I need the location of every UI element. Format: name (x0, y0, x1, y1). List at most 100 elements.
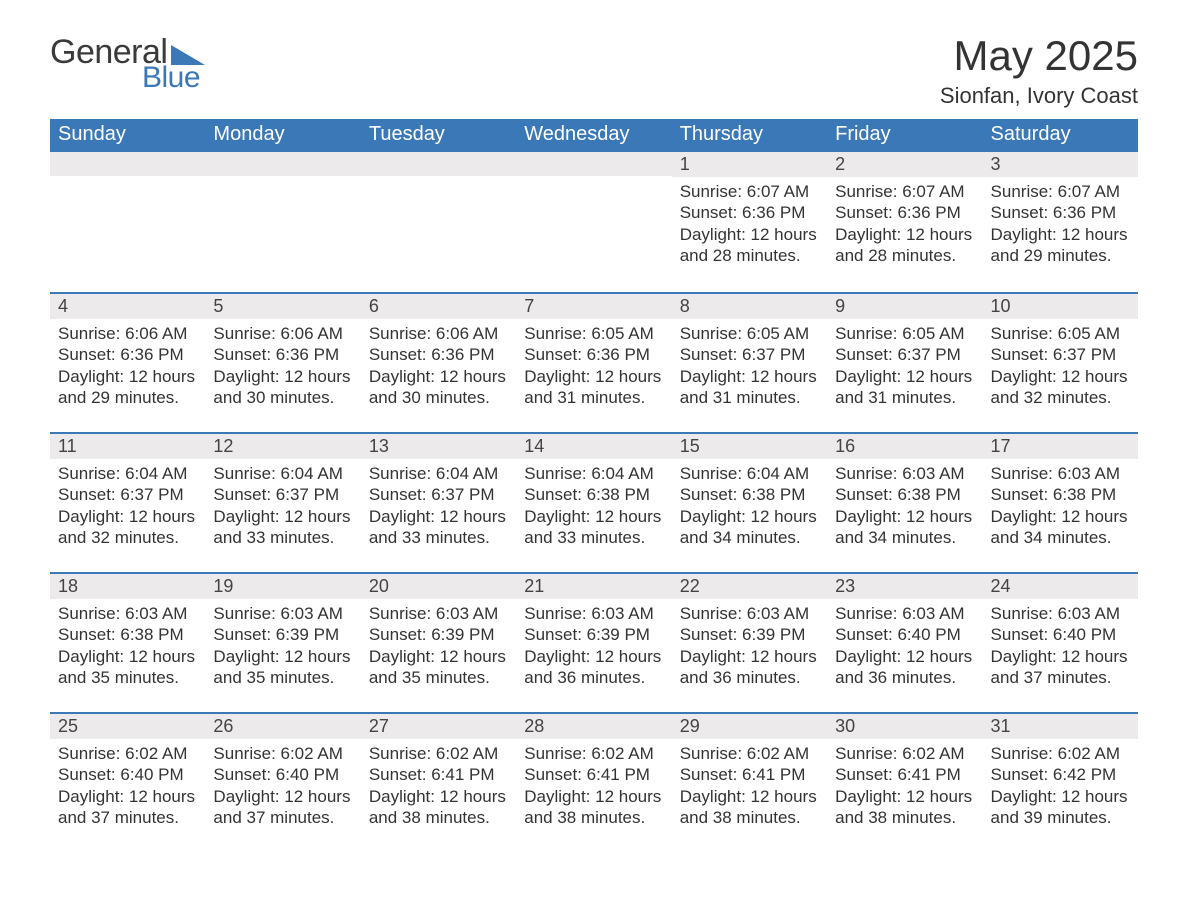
calendar-day-cell: 19Sunrise: 6:03 AMSunset: 6:39 PMDayligh… (205, 572, 360, 712)
day-number: 3 (983, 152, 1138, 177)
calendar-day-cell: 1Sunrise: 6:07 AMSunset: 6:36 PMDaylight… (672, 152, 827, 292)
day-details: Sunrise: 6:07 AMSunset: 6:36 PMDaylight:… (983, 177, 1138, 272)
sunset-text: Sunset: 6:37 PM (835, 344, 974, 365)
sunset-text: Sunset: 6:38 PM (835, 484, 974, 505)
day-number: 30 (827, 712, 982, 739)
sunset-text: Sunset: 6:39 PM (369, 624, 508, 645)
sunset-text: Sunset: 6:41 PM (524, 764, 663, 785)
empty-day (516, 152, 671, 176)
sunrise-text: Sunrise: 6:07 AM (835, 181, 974, 202)
daylight-text: Daylight: 12 hours and 30 minutes. (213, 366, 352, 409)
day-number: 2 (827, 152, 982, 177)
calendar-day-cell (205, 152, 360, 292)
weekday-header: Thursday (672, 119, 827, 152)
calendar-day-cell: 24Sunrise: 6:03 AMSunset: 6:40 PMDayligh… (983, 572, 1138, 712)
empty-day (205, 152, 360, 176)
day-details: Sunrise: 6:05 AMSunset: 6:37 PMDaylight:… (827, 319, 982, 414)
sunrise-text: Sunrise: 6:02 AM (680, 743, 819, 764)
day-details: Sunrise: 6:06 AMSunset: 6:36 PMDaylight:… (361, 319, 516, 414)
sunrise-text: Sunrise: 6:03 AM (58, 603, 197, 624)
empty-day (50, 152, 205, 176)
daylight-text: Daylight: 12 hours and 32 minutes. (58, 506, 197, 549)
day-details: Sunrise: 6:02 AMSunset: 6:41 PMDaylight:… (672, 739, 827, 834)
day-number: 10 (983, 292, 1138, 319)
sunset-text: Sunset: 6:39 PM (524, 624, 663, 645)
sunset-text: Sunset: 6:36 PM (369, 344, 508, 365)
sunrise-text: Sunrise: 6:05 AM (524, 323, 663, 344)
weekday-header: Tuesday (361, 119, 516, 152)
location-label: Sionfan, Ivory Coast (940, 83, 1138, 109)
calendar-week-row: 11Sunrise: 6:04 AMSunset: 6:37 PMDayligh… (50, 432, 1138, 572)
calendar-day-cell: 21Sunrise: 6:03 AMSunset: 6:39 PMDayligh… (516, 572, 671, 712)
calendar-body: 1Sunrise: 6:07 AMSunset: 6:36 PMDaylight… (50, 152, 1138, 852)
sunrise-text: Sunrise: 6:07 AM (991, 181, 1130, 202)
calendar-day-cell (516, 152, 671, 292)
day-number: 15 (672, 432, 827, 459)
sunrise-text: Sunrise: 6:06 AM (369, 323, 508, 344)
month-title: May 2025 (940, 35, 1138, 77)
calendar-day-cell: 3Sunrise: 6:07 AMSunset: 6:36 PMDaylight… (983, 152, 1138, 292)
day-details: Sunrise: 6:06 AMSunset: 6:36 PMDaylight:… (205, 319, 360, 414)
sunrise-text: Sunrise: 6:05 AM (991, 323, 1130, 344)
sunrise-text: Sunrise: 6:03 AM (835, 603, 974, 624)
calendar-day-cell (361, 152, 516, 292)
day-number: 9 (827, 292, 982, 319)
calendar-week-row: 4Sunrise: 6:06 AMSunset: 6:36 PMDaylight… (50, 292, 1138, 432)
sunrise-text: Sunrise: 6:03 AM (680, 603, 819, 624)
day-details: Sunrise: 6:02 AMSunset: 6:41 PMDaylight:… (516, 739, 671, 834)
sunset-text: Sunset: 6:40 PM (835, 624, 974, 645)
day-number: 1 (672, 152, 827, 177)
day-details: Sunrise: 6:03 AMSunset: 6:39 PMDaylight:… (205, 599, 360, 694)
daylight-text: Daylight: 12 hours and 35 minutes. (58, 646, 197, 689)
day-number: 13 (361, 432, 516, 459)
day-number: 6 (361, 292, 516, 319)
calendar-day-cell: 29Sunrise: 6:02 AMSunset: 6:41 PMDayligh… (672, 712, 827, 852)
sunset-text: Sunset: 6:38 PM (991, 484, 1130, 505)
day-number: 17 (983, 432, 1138, 459)
daylight-text: Daylight: 12 hours and 37 minutes. (58, 786, 197, 829)
day-details: Sunrise: 6:03 AMSunset: 6:38 PMDaylight:… (827, 459, 982, 554)
daylight-text: Daylight: 12 hours and 31 minutes. (524, 366, 663, 409)
day-details: Sunrise: 6:03 AMSunset: 6:39 PMDaylight:… (672, 599, 827, 694)
sunset-text: Sunset: 6:40 PM (991, 624, 1130, 645)
sunset-text: Sunset: 6:41 PM (835, 764, 974, 785)
day-details: Sunrise: 6:02 AMSunset: 6:40 PMDaylight:… (50, 739, 205, 834)
day-details: Sunrise: 6:03 AMSunset: 6:38 PMDaylight:… (50, 599, 205, 694)
daylight-text: Daylight: 12 hours and 34 minutes. (835, 506, 974, 549)
day-details: Sunrise: 6:04 AMSunset: 6:37 PMDaylight:… (50, 459, 205, 554)
day-number: 8 (672, 292, 827, 319)
calendar-day-cell: 7Sunrise: 6:05 AMSunset: 6:36 PMDaylight… (516, 292, 671, 432)
sunset-text: Sunset: 6:37 PM (369, 484, 508, 505)
sunrise-text: Sunrise: 6:06 AM (58, 323, 197, 344)
title-block: May 2025 Sionfan, Ivory Coast (940, 35, 1138, 109)
calendar-day-cell: 28Sunrise: 6:02 AMSunset: 6:41 PMDayligh… (516, 712, 671, 852)
calendar-day-cell: 5Sunrise: 6:06 AMSunset: 6:36 PMDaylight… (205, 292, 360, 432)
weekday-header: Saturday (983, 119, 1138, 152)
sunset-text: Sunset: 6:38 PM (680, 484, 819, 505)
daylight-text: Daylight: 12 hours and 28 minutes. (680, 224, 819, 267)
calendar-week-row: 18Sunrise: 6:03 AMSunset: 6:38 PMDayligh… (50, 572, 1138, 712)
sunset-text: Sunset: 6:37 PM (991, 344, 1130, 365)
daylight-text: Daylight: 12 hours and 30 minutes. (369, 366, 508, 409)
sunset-text: Sunset: 6:36 PM (680, 202, 819, 223)
sunset-text: Sunset: 6:36 PM (524, 344, 663, 365)
day-details: Sunrise: 6:05 AMSunset: 6:37 PMDaylight:… (672, 319, 827, 414)
daylight-text: Daylight: 12 hours and 35 minutes. (213, 646, 352, 689)
weekday-header-row: Sunday Monday Tuesday Wednesday Thursday… (50, 119, 1138, 152)
day-number: 25 (50, 712, 205, 739)
calendar-day-cell: 13Sunrise: 6:04 AMSunset: 6:37 PMDayligh… (361, 432, 516, 572)
calendar-week-row: 1Sunrise: 6:07 AMSunset: 6:36 PMDaylight… (50, 152, 1138, 292)
sunset-text: Sunset: 6:37 PM (680, 344, 819, 365)
calendar-day-cell: 9Sunrise: 6:05 AMSunset: 6:37 PMDaylight… (827, 292, 982, 432)
calendar-day-cell: 10Sunrise: 6:05 AMSunset: 6:37 PMDayligh… (983, 292, 1138, 432)
day-number: 14 (516, 432, 671, 459)
calendar-day-cell: 27Sunrise: 6:02 AMSunset: 6:41 PMDayligh… (361, 712, 516, 852)
calendar-day-cell: 6Sunrise: 6:06 AMSunset: 6:36 PMDaylight… (361, 292, 516, 432)
sunrise-text: Sunrise: 6:04 AM (58, 463, 197, 484)
daylight-text: Daylight: 12 hours and 37 minutes. (991, 646, 1130, 689)
day-details: Sunrise: 6:02 AMSunset: 6:41 PMDaylight:… (361, 739, 516, 834)
weekday-header: Wednesday (516, 119, 671, 152)
sunset-text: Sunset: 6:38 PM (58, 624, 197, 645)
calendar-page: General Blue May 2025 Sionfan, Ivory Coa… (0, 0, 1188, 918)
daylight-text: Daylight: 12 hours and 39 minutes. (991, 786, 1130, 829)
